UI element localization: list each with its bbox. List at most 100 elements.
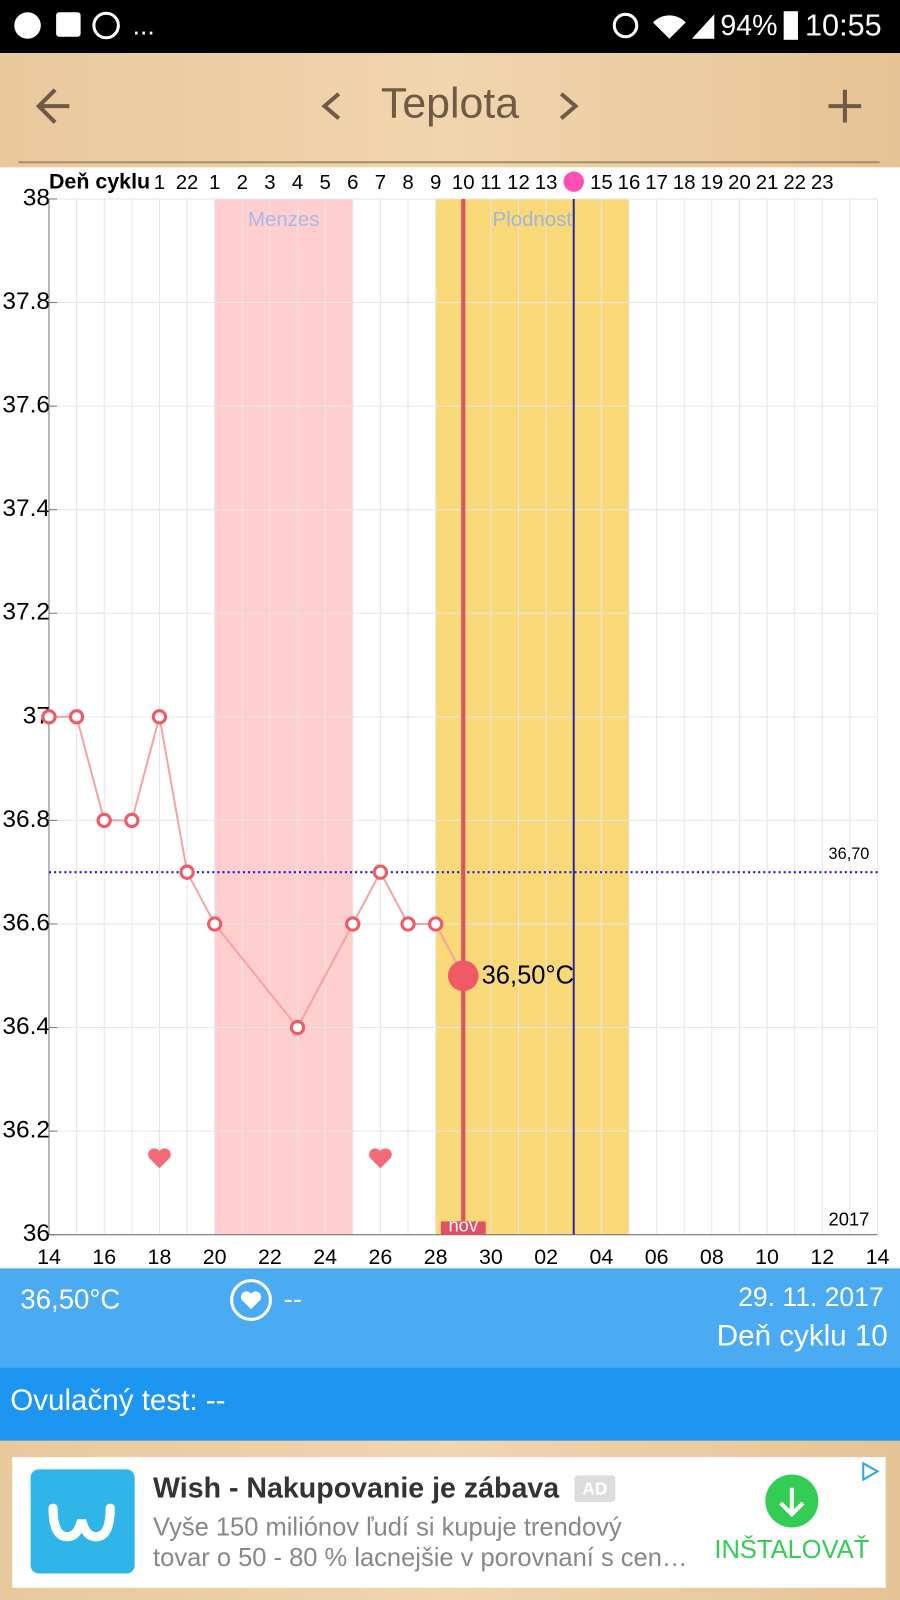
x-tick-label: 10 [755, 1245, 779, 1269]
marker [289, 1019, 306, 1036]
cycle-day: 1 [154, 172, 165, 194]
y-tick-label: 38 [23, 184, 50, 211]
info-intercourse: -- [284, 1283, 302, 1314]
line-segment [75, 716, 106, 821]
line-segment [158, 716, 189, 873]
ad-badge: AD [582, 1478, 607, 1498]
cycle-day: 6 [347, 172, 358, 194]
x-tick-label: 08 [700, 1245, 724, 1269]
status-bar [0, 0, 900, 54]
y-tick-label: 36.2 [2, 1117, 50, 1144]
reference-label: 36,70 [829, 845, 870, 863]
marker [124, 812, 140, 829]
install-button[interactable]: INŠTALOVAŤ [714, 1535, 869, 1564]
previous-button[interactable] [321, 92, 341, 120]
y-tick-label: 36 [23, 1220, 50, 1247]
cycle-day: 1 [209, 172, 220, 194]
cycle-day: 18 [673, 172, 696, 194]
ad-badge-bg [574, 1475, 616, 1503]
cycle-day: 19 [700, 172, 723, 194]
add-button[interactable] [828, 89, 862, 123]
ovulation-test-panel[interactable] [0, 1367, 900, 1441]
line-segment [351, 871, 382, 925]
x-tick-label: 20 [203, 1245, 227, 1269]
value-label: 36,50°C [482, 962, 574, 990]
cycle-day: 2 [237, 172, 248, 194]
x-tick-label: 18 [148, 1245, 172, 1269]
cycle-day: 17 [645, 172, 668, 194]
info-panel [0, 1268, 900, 1368]
intercourse-icon[interactable] [230, 1279, 272, 1321]
heart-glyph [240, 1291, 262, 1310]
x-tick-label: 22 [258, 1245, 282, 1269]
header-title: Teplota [381, 79, 519, 127]
cycle-day: 8 [402, 172, 413, 194]
battery-icon [783, 11, 798, 40]
cycle-day: 5 [319, 172, 330, 194]
line-segment [213, 923, 299, 1029]
cycle-day: 3 [264, 172, 275, 194]
today-label: nov [448, 1214, 478, 1235]
cycle-day: 15 [590, 172, 613, 194]
ad-logo [48, 1503, 115, 1542]
cycle-day: 9 [430, 172, 441, 194]
ad-line: tovar o 50 - 80 % lacnejšie v porovnaní … [153, 1544, 687, 1572]
alarm-icon [612, 12, 639, 39]
cycle-day: 20 [728, 172, 751, 194]
line-segment [186, 871, 216, 925]
install-arrow [779, 1487, 805, 1518]
battery-level: 94% [720, 10, 777, 42]
today-tag [440, 1221, 486, 1235]
signal-icon [691, 14, 715, 39]
marker [400, 916, 416, 932]
ad-line: Vyše 150 miliónov ľudí si kupuje trendov… [153, 1513, 622, 1541]
cycle-day: 11 [480, 172, 501, 194]
marker [179, 864, 195, 880]
x-tick-label: 28 [424, 1245, 448, 1269]
marker [427, 916, 444, 932]
x-tick-label: 06 [645, 1245, 669, 1269]
marker [151, 709, 168, 725]
facebook-icon [56, 12, 81, 37]
info-date: 29. 11. 2017 [738, 1282, 883, 1312]
cycle-day: 22 [176, 172, 199, 194]
intercourse-heart [148, 1148, 171, 1169]
band-label: Menzes [248, 209, 319, 231]
y-tick-label: 36.8 [2, 806, 50, 833]
intercourse-heart [369, 1148, 392, 1169]
y-tick-label: 37.8 [2, 288, 50, 315]
y-tick-label: 36.6 [2, 909, 50, 936]
cycle-day: 21 [756, 172, 779, 194]
y-tick-label: 37.4 [2, 495, 50, 522]
whatsapp-icon [92, 11, 120, 40]
marker [207, 916, 223, 932]
cycle-day: 12 [507, 172, 530, 194]
marker [96, 812, 112, 829]
x-tick-label: 04 [589, 1245, 613, 1269]
status-more: ... [133, 11, 155, 41]
ovulation-dot [563, 171, 584, 192]
next-button[interactable] [559, 92, 579, 120]
cycle-day: 16 [618, 172, 641, 194]
x-tick-label: 24 [313, 1245, 337, 1269]
chart: Deň cyklu 36 36.2 36.4 36.6 36.8 3 7 37.2 37.4 37… [2, 169, 889, 1269]
header [0, 53, 900, 168]
back-button[interactable] [35, 88, 70, 124]
cycle-day: 13 [535, 172, 558, 194]
x-tick-label: 30 [479, 1245, 503, 1269]
marker [345, 916, 361, 932]
line-segment [130, 716, 161, 821]
ad-card[interactable] [12, 1457, 886, 1588]
line-segment [296, 923, 354, 1029]
cycle-day: 10 [452, 172, 475, 194]
cycle-day: 22 [783, 172, 806, 194]
y-tick-label: 37.6 [2, 392, 50, 419]
ad-choices[interactable] [862, 1461, 880, 1482]
x-tick-label: 14 [37, 1245, 61, 1269]
x-tick-label: 02 [534, 1245, 558, 1269]
current-marker [447, 960, 479, 992]
wifi-icon [653, 15, 686, 39]
marker [372, 864, 389, 880]
